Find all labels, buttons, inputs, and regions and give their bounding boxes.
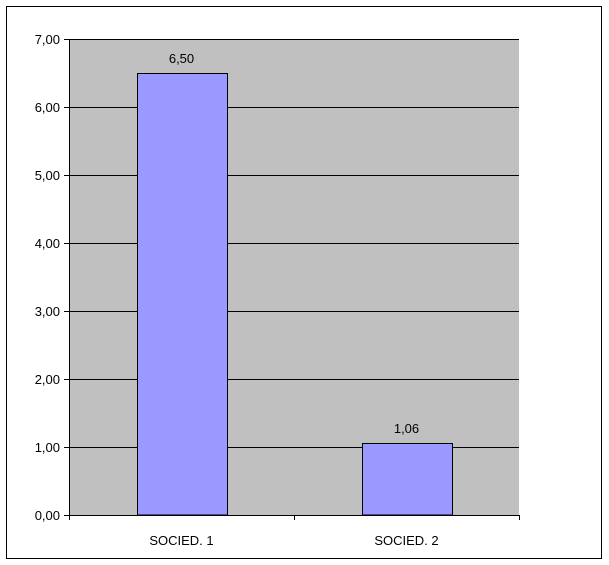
category-label-2: SOCIED. 2 xyxy=(374,533,438,548)
data-label-1: 6,50 xyxy=(169,51,194,66)
y-tick-label: 7,00 xyxy=(35,32,60,47)
y-tick-label: 0,00 xyxy=(35,508,60,523)
y-tick-label: 2,00 xyxy=(35,372,60,387)
bar-1 xyxy=(137,73,228,516)
y-tick-label: 3,00 xyxy=(35,304,60,319)
bars xyxy=(137,73,453,516)
y-tick-label: 5,00 xyxy=(35,168,60,183)
y-tick-label: 6,00 xyxy=(35,100,60,115)
y-tick-label: 1,00 xyxy=(35,440,60,455)
y-tick-label: 4,00 xyxy=(35,236,60,251)
category-label-1: SOCIED. 1 xyxy=(149,533,213,548)
bar-2 xyxy=(362,443,453,516)
y-axis: 0,00 1,00 2,00 3,00 4,00 5,00 6,00 7,00 xyxy=(35,32,70,523)
data-label-2: 1,06 xyxy=(394,421,419,436)
x-axis xyxy=(69,515,520,520)
data-labels: 6,50 1,06 xyxy=(169,51,419,436)
category-labels: SOCIED. 1 SOCIED. 2 xyxy=(149,533,438,548)
